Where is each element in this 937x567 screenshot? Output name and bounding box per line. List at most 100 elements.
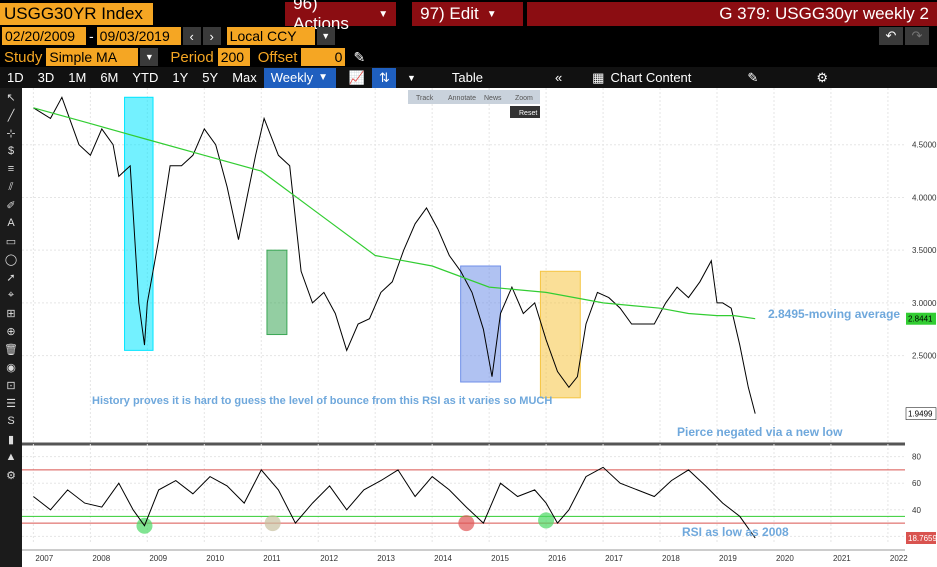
zoom-icon[interactable]: ⊕ bbox=[6, 325, 16, 338]
x-tick-8: 2015 bbox=[491, 554, 509, 563]
x-tick-5: 2012 bbox=[320, 554, 338, 563]
chart-type-dropdown-icon[interactable]: ▼ bbox=[406, 72, 416, 83]
ticker-field[interactable]: USGG30YR Index bbox=[0, 3, 154, 25]
date-separator: - bbox=[89, 28, 94, 44]
x-tick-11: 2018 bbox=[662, 554, 680, 563]
period-1d[interactable]: 1D bbox=[7, 70, 24, 85]
x-tick-10: 2017 bbox=[605, 554, 623, 563]
offset-label: Offset bbox=[257, 48, 298, 66]
study-dropdown-icon[interactable]: ▼ bbox=[140, 48, 159, 66]
x-tick-2: 2009 bbox=[149, 554, 167, 563]
actions-menu[interactable]: 96) Actions ▼ bbox=[285, 0, 397, 33]
ma-value-label: 2.8441 bbox=[908, 315, 933, 324]
rsi-value-label: 18.7659 bbox=[908, 534, 937, 543]
x-tick-9: 2016 bbox=[548, 554, 566, 563]
end-date-field[interactable]: 09/03/2019 bbox=[96, 27, 181, 45]
chevron-down-icon: ▼ bbox=[318, 72, 329, 83]
next-arrow-icon[interactable]: › bbox=[202, 27, 221, 45]
rsi-line bbox=[33, 466, 756, 539]
lock-icon[interactable]: ⊡ bbox=[6, 379, 16, 392]
period-3d[interactable]: 3D bbox=[37, 70, 55, 85]
drawing-tools: ↖ ╱ ⊹ $ ≡ ⫽ ✐ A ▭ ◯ ➚ ⌖ ⊞ ⊕ 🗑 ◉ ⊡ ☰ S ▮ … bbox=[0, 88, 22, 567]
style-icon[interactable]: S bbox=[7, 415, 15, 427]
chip-zoom[interactable]: Zoom bbox=[515, 95, 533, 102]
trash-icon[interactable]: 🗑 bbox=[4, 343, 18, 356]
currency-field[interactable]: Local CCY bbox=[226, 27, 315, 45]
chart-chip-toolbar: Track Annotate News Zoom Reset bbox=[408, 90, 540, 118]
color-icon[interactable]: ▲ bbox=[5, 451, 17, 463]
table-button[interactable]: Table bbox=[451, 70, 483, 85]
bar-chart-icon[interactable]: ⇅ bbox=[371, 67, 396, 88]
dollar-tool-icon[interactable]: $ bbox=[7, 145, 15, 157]
highlight-box-0 bbox=[124, 96, 154, 351]
chip-toolbar-bg bbox=[408, 90, 540, 104]
brush-icon[interactable]: ✐ bbox=[6, 199, 16, 212]
measure-icon[interactable]: ⊞ bbox=[6, 307, 16, 320]
chart-content-icon: ▦ bbox=[592, 69, 605, 85]
line-chart-icon[interactable]: 📈 bbox=[348, 69, 365, 85]
x-tick-14: 2021 bbox=[833, 554, 851, 563]
axis-background bbox=[905, 88, 937, 567]
cursor-icon[interactable]: ↖ bbox=[6, 91, 16, 104]
annotation-pierce: Pierce negated via a new low bbox=[677, 425, 843, 439]
highlight-box-1 bbox=[266, 249, 288, 336]
x-tick-6: 2013 bbox=[377, 554, 395, 563]
fill-icon[interactable]: ▮ bbox=[7, 433, 15, 446]
period-5y[interactable]: 5Y bbox=[202, 70, 219, 85]
rsi-y-tick-1: 40 bbox=[912, 506, 921, 515]
edit-menu[interactable]: 97) Edit ▼ bbox=[412, 2, 524, 26]
price-y-axis: 2.5000 3.0000 3.5000 4.0000 4.5000 bbox=[912, 141, 937, 361]
study-label: Study bbox=[4, 48, 43, 66]
period-6m[interactable]: 6M bbox=[100, 70, 119, 85]
prev-arrow-icon[interactable]: ‹ bbox=[182, 27, 201, 45]
edit-chart-icon[interactable]: ✎ bbox=[747, 69, 759, 85]
chart-content-label: Chart Content bbox=[610, 70, 692, 85]
pencil-icon[interactable]: ✎ bbox=[353, 48, 366, 65]
trend-tool-icon[interactable]: ⊹ bbox=[6, 127, 16, 140]
undo-icon[interactable]: ↶ bbox=[879, 27, 903, 45]
ellipse-tool-icon[interactable]: ◯ bbox=[4, 253, 18, 266]
reset-button-bg[interactable] bbox=[510, 106, 540, 118]
annotation-history: History proves it is hard to guess the l… bbox=[92, 395, 552, 407]
shape-tool-icon[interactable]: ▭ bbox=[5, 235, 17, 248]
study-select[interactable]: Simple MA bbox=[46, 48, 139, 66]
eye-icon[interactable]: ◉ bbox=[6, 361, 16, 374]
layers-icon[interactable]: ☰ bbox=[6, 397, 16, 410]
line-tool-icon[interactable]: ╱ bbox=[7, 109, 15, 122]
rsi-circle-3 bbox=[538, 512, 555, 529]
x-tick-4: 2011 bbox=[263, 554, 281, 563]
price-y-tick-4: 4.5000 bbox=[912, 141, 937, 150]
x-tick-7: 2014 bbox=[434, 554, 452, 563]
collapse-icon[interactable]: « bbox=[554, 70, 563, 85]
rsi-y-tick-2: 60 bbox=[912, 479, 921, 488]
chevron-down-icon: ▼ bbox=[378, 8, 389, 20]
arrow-tool-icon[interactable]: ➚ bbox=[6, 271, 16, 284]
period-1m[interactable]: 1M bbox=[68, 70, 87, 85]
text-tool-icon[interactable]: A bbox=[7, 217, 15, 229]
highlight-box-3 bbox=[539, 270, 581, 399]
channel-tool-icon[interactable]: ⫽ bbox=[8, 180, 14, 193]
period-max[interactable]: Max bbox=[232, 70, 257, 85]
start-date-field[interactable]: 02/20/2009 bbox=[2, 27, 86, 45]
period-ytd[interactable]: YTD bbox=[132, 70, 159, 85]
period-field[interactable]: 200 bbox=[217, 48, 250, 66]
settings-small-icon[interactable]: ⚙ bbox=[6, 469, 16, 482]
period-1y[interactable]: 1Y bbox=[172, 70, 189, 85]
frequency-select[interactable]: Weekly ▼ bbox=[263, 67, 336, 88]
redo-icon[interactable]: ↷ bbox=[905, 27, 929, 45]
currency-dropdown-icon[interactable]: ▼ bbox=[316, 27, 335, 45]
magnet-icon[interactable]: ⌖ bbox=[7, 288, 15, 301]
offset-field[interactable]: 0 bbox=[301, 48, 346, 66]
reset-button[interactable]: Reset bbox=[519, 110, 537, 117]
chip-annotate[interactable]: Annotate bbox=[448, 95, 476, 102]
rsi-circle-2 bbox=[458, 515, 475, 532]
price-y-tick-2: 3.5000 bbox=[912, 246, 937, 255]
chart-content-button[interactable]: ▦ Chart Content bbox=[585, 68, 698, 88]
rsi-circle-1 bbox=[264, 515, 281, 532]
fib-tool-icon[interactable]: ≡ bbox=[7, 163, 15, 175]
chip-news[interactable]: News bbox=[484, 95, 502, 102]
period-buttons: 1D 3D 1M 6M YTD 1Y 5Y Max bbox=[0, 68, 264, 88]
gear-icon[interactable]: ⚙ bbox=[816, 69, 828, 85]
chip-track[interactable]: Track bbox=[416, 95, 434, 102]
